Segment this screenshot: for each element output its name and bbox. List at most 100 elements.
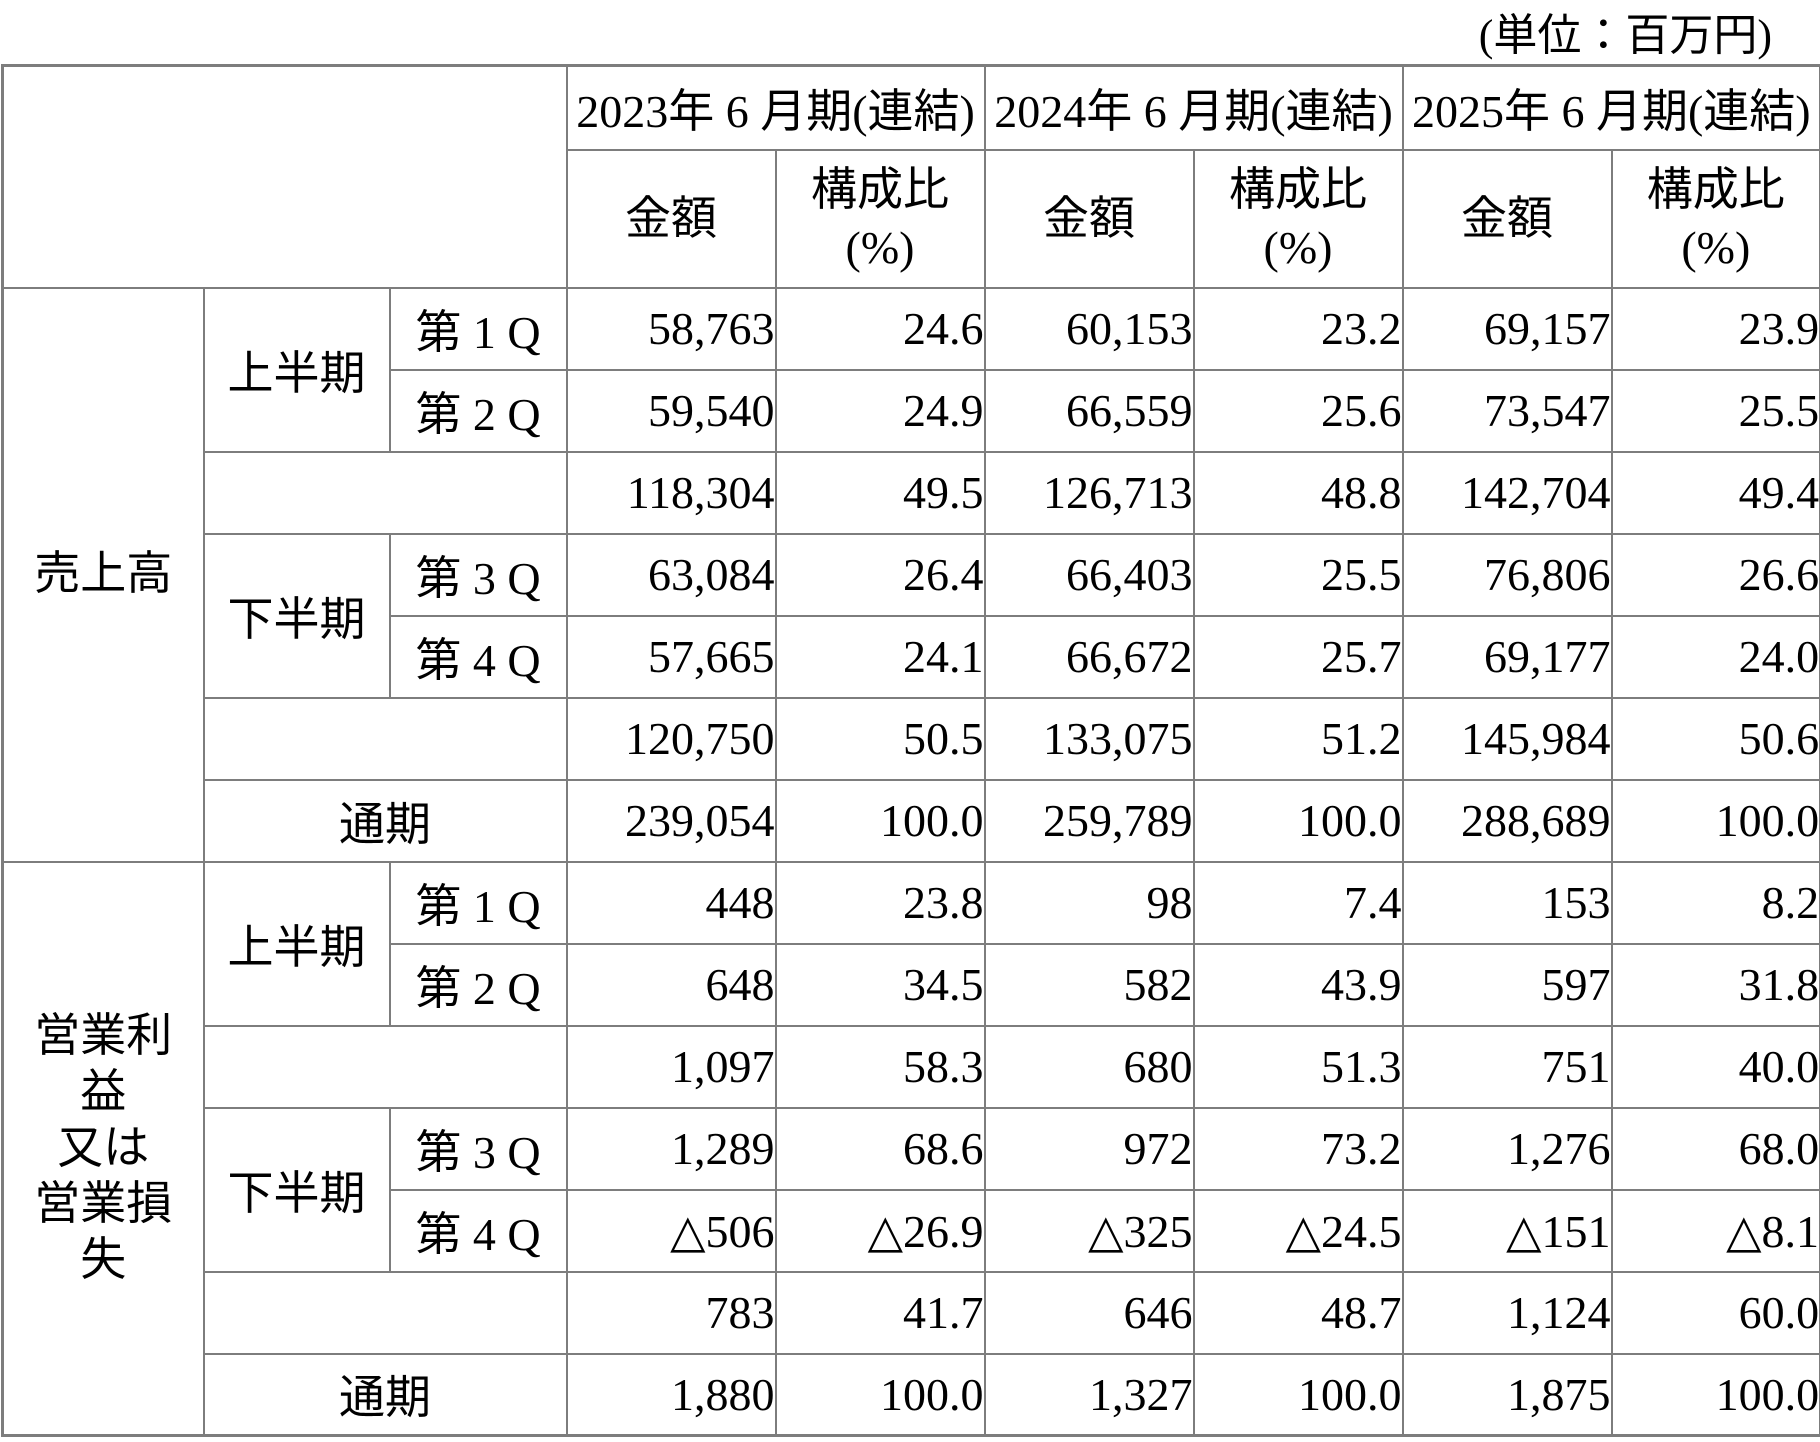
cell-amount: 63,084 [565,532,777,617]
cell-ratio: 100.0 [1192,1352,1404,1437]
cell-ratio: 43.9 [1192,942,1404,1027]
cell-amount: 1,289 [565,1106,777,1191]
sales-q1-row: 売上高 上半期 第 1 Q 58,763 24.6 60,153 23.2 69… [1,286,1820,863]
sales-q4-row: 第 4 Q 57,665 24.1 66,672 25.7 69,177 24.… [3,614,1820,699]
cell-amount: 57,665 [565,614,777,699]
amount-header-2025: 金額 [1401,148,1613,289]
cell-ratio: 100.0 [1192,778,1404,863]
quarter-label-q4: 第 4 Q [388,614,568,699]
cell-ratio: 23.8 [774,860,986,945]
first-half-label: 上半期 [202,860,391,1027]
cell-ratio: △24.5 [1192,1188,1404,1273]
cell-ratio: △26.9 [774,1188,986,1273]
cell-ratio: 50.6 [1610,696,1820,781]
cell-amount: 1,880 [565,1352,777,1437]
cell-amount: 76,806 [1401,532,1613,617]
cell-ratio: 100.0 [774,1352,986,1437]
cell-amount: 66,672 [983,614,1195,699]
cell-ratio: 25.5 [1610,368,1820,453]
cell-ratio: 40.0 [1610,1024,1820,1109]
ratio-header-2024: 構成比 (%) [1192,148,1404,289]
sales-second-half-subtotal-row: 120,750 50.5 133,075 51.2 145,984 50.6 [3,696,1820,781]
profit-q3-row: 下半期 第 3 Q 1,289 68.6 972 73.2 1,276 68.0 [3,1106,1820,1273]
sales-section: 売上高 上半期 第 1 Q 58,763 24.6 60,153 23.2 69… [1,286,1820,863]
cell-amount: 126,713 [983,450,1195,535]
profit-q4-row: 第 4 Q △506 △26.9 △325 △24.5 △151 △8.1 [3,1188,1820,1273]
cell-ratio: 41.7 [774,1270,986,1355]
full-year-label: 通期 [202,778,568,863]
cell-ratio: 25.6 [1192,368,1404,453]
cell-ratio: 48.7 [1192,1270,1404,1355]
cell-ratio: 24.6 [774,286,986,371]
cell-amount: 259,789 [983,778,1195,863]
subtotal-label-empty [202,450,568,535]
cell-amount: 1,327 [983,1352,1195,1437]
cell-amount: 58,763 [565,286,777,371]
cell-ratio: 26.4 [774,532,986,617]
cell-ratio: 26.6 [1610,532,1820,617]
cell-ratio: 24.1 [774,614,986,699]
cell-ratio: 58.3 [774,1024,986,1109]
cell-ratio: 7.4 [1192,860,1404,945]
cell-amount: 66,559 [983,368,1195,453]
subtotal-label-empty [202,1024,568,1109]
cell-amount: 783 [565,1270,777,1355]
table-header: 2023年 6 月期(連結) 2024年 6 月期(連結) 2025年 6 月期… [1,64,1820,289]
cell-amount: 66,403 [983,532,1195,617]
cell-amount: 98 [983,860,1195,945]
cell-ratio: 34.5 [774,942,986,1027]
cell-amount: △506 [565,1188,777,1273]
cell-amount: 646 [983,1270,1195,1355]
cell-amount: 73,547 [1401,368,1613,453]
amount-header-2023: 金額 [565,148,777,289]
amount-header-2024: 金額 [983,148,1195,289]
cell-amount: 120,750 [565,696,777,781]
cell-amount: 680 [983,1024,1195,1109]
cell-amount: 1,875 [1401,1352,1613,1437]
cell-amount: 751 [1401,1024,1613,1109]
second-half-label: 下半期 [202,532,391,699]
cell-amount: 118,304 [565,450,777,535]
cell-ratio: 25.5 [1192,532,1404,617]
cell-ratio: 68.0 [1610,1106,1820,1191]
sales-first-half-subtotal-row: 118,304 49.5 126,713 48.8 142,704 49.4 [3,450,1820,535]
ratio-header-2025: 構成比 (%) [1610,148,1820,289]
quarter-label-q1: 第 1 Q [388,860,568,945]
cell-ratio: △8.1 [1610,1188,1820,1273]
cell-ratio: 68.6 [774,1106,986,1191]
cell-amount: 972 [983,1106,1195,1191]
cell-amount: △325 [983,1188,1195,1273]
unit-caption: (単位：百万円) [1478,11,1772,60]
cell-ratio: 8.2 [1610,860,1820,945]
cell-amount: 145,984 [1401,696,1613,781]
quarterly-results-table: 2023年 6 月期(連結) 2024年 6 月期(連結) 2025年 6 月期… [1,64,1820,1437]
cell-amount: 1,276 [1401,1106,1613,1191]
cell-ratio: 24.0 [1610,614,1820,699]
cell-amount: 59,540 [565,368,777,453]
section-label-operating-profit: 営業利 益 又は 営業損 失 [1,860,205,1437]
cell-amount: 582 [983,942,1195,1027]
subtotal-label-empty [202,696,568,781]
quarter-label-q3: 第 3 Q [388,532,568,617]
cell-amount: 448 [565,860,777,945]
quarter-label-q4: 第 4 Q [388,1188,568,1273]
quarter-label-q2: 第 2 Q [388,942,568,1027]
year-header-2025: 2025年 6 月期(連結) [1401,64,1820,151]
second-half-label: 下半期 [202,1106,391,1273]
cell-amount: 69,157 [1401,286,1613,371]
cell-amount: 288,689 [1401,778,1613,863]
cell-amount: 69,177 [1401,614,1613,699]
profit-second-half-subtotal-row: 783 41.7 646 48.7 1,124 60.0 [3,1270,1820,1355]
operating-profit-section: 営業利 益 又は 営業損 失 上半期 第 1 Q 448 23.8 98 7.4… [1,860,1820,1437]
cell-ratio: 25.7 [1192,614,1404,699]
year-header-2024: 2024年 6 月期(連結) [983,64,1404,151]
cell-ratio: 51.2 [1192,696,1404,781]
cell-ratio: 23.2 [1192,286,1404,371]
cell-ratio: 51.3 [1192,1024,1404,1109]
cell-ratio: 23.9 [1610,286,1820,371]
cell-amount: 153 [1401,860,1613,945]
quarter-label-q3: 第 3 Q [388,1106,568,1191]
cell-ratio: 48.8 [1192,450,1404,535]
full-year-label: 通期 [202,1352,568,1437]
